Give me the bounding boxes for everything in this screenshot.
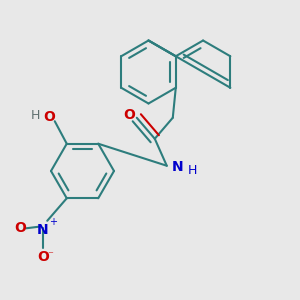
Text: O: O	[123, 108, 135, 122]
Text: O: O	[14, 221, 26, 235]
Text: N: N	[172, 160, 183, 174]
Text: N: N	[37, 223, 49, 237]
Text: +: +	[49, 217, 57, 227]
Text: H: H	[31, 109, 40, 122]
Text: H: H	[188, 164, 197, 177]
Text: O: O	[43, 110, 55, 124]
Text: ⁻: ⁻	[47, 250, 53, 260]
Text: O: O	[37, 250, 49, 264]
